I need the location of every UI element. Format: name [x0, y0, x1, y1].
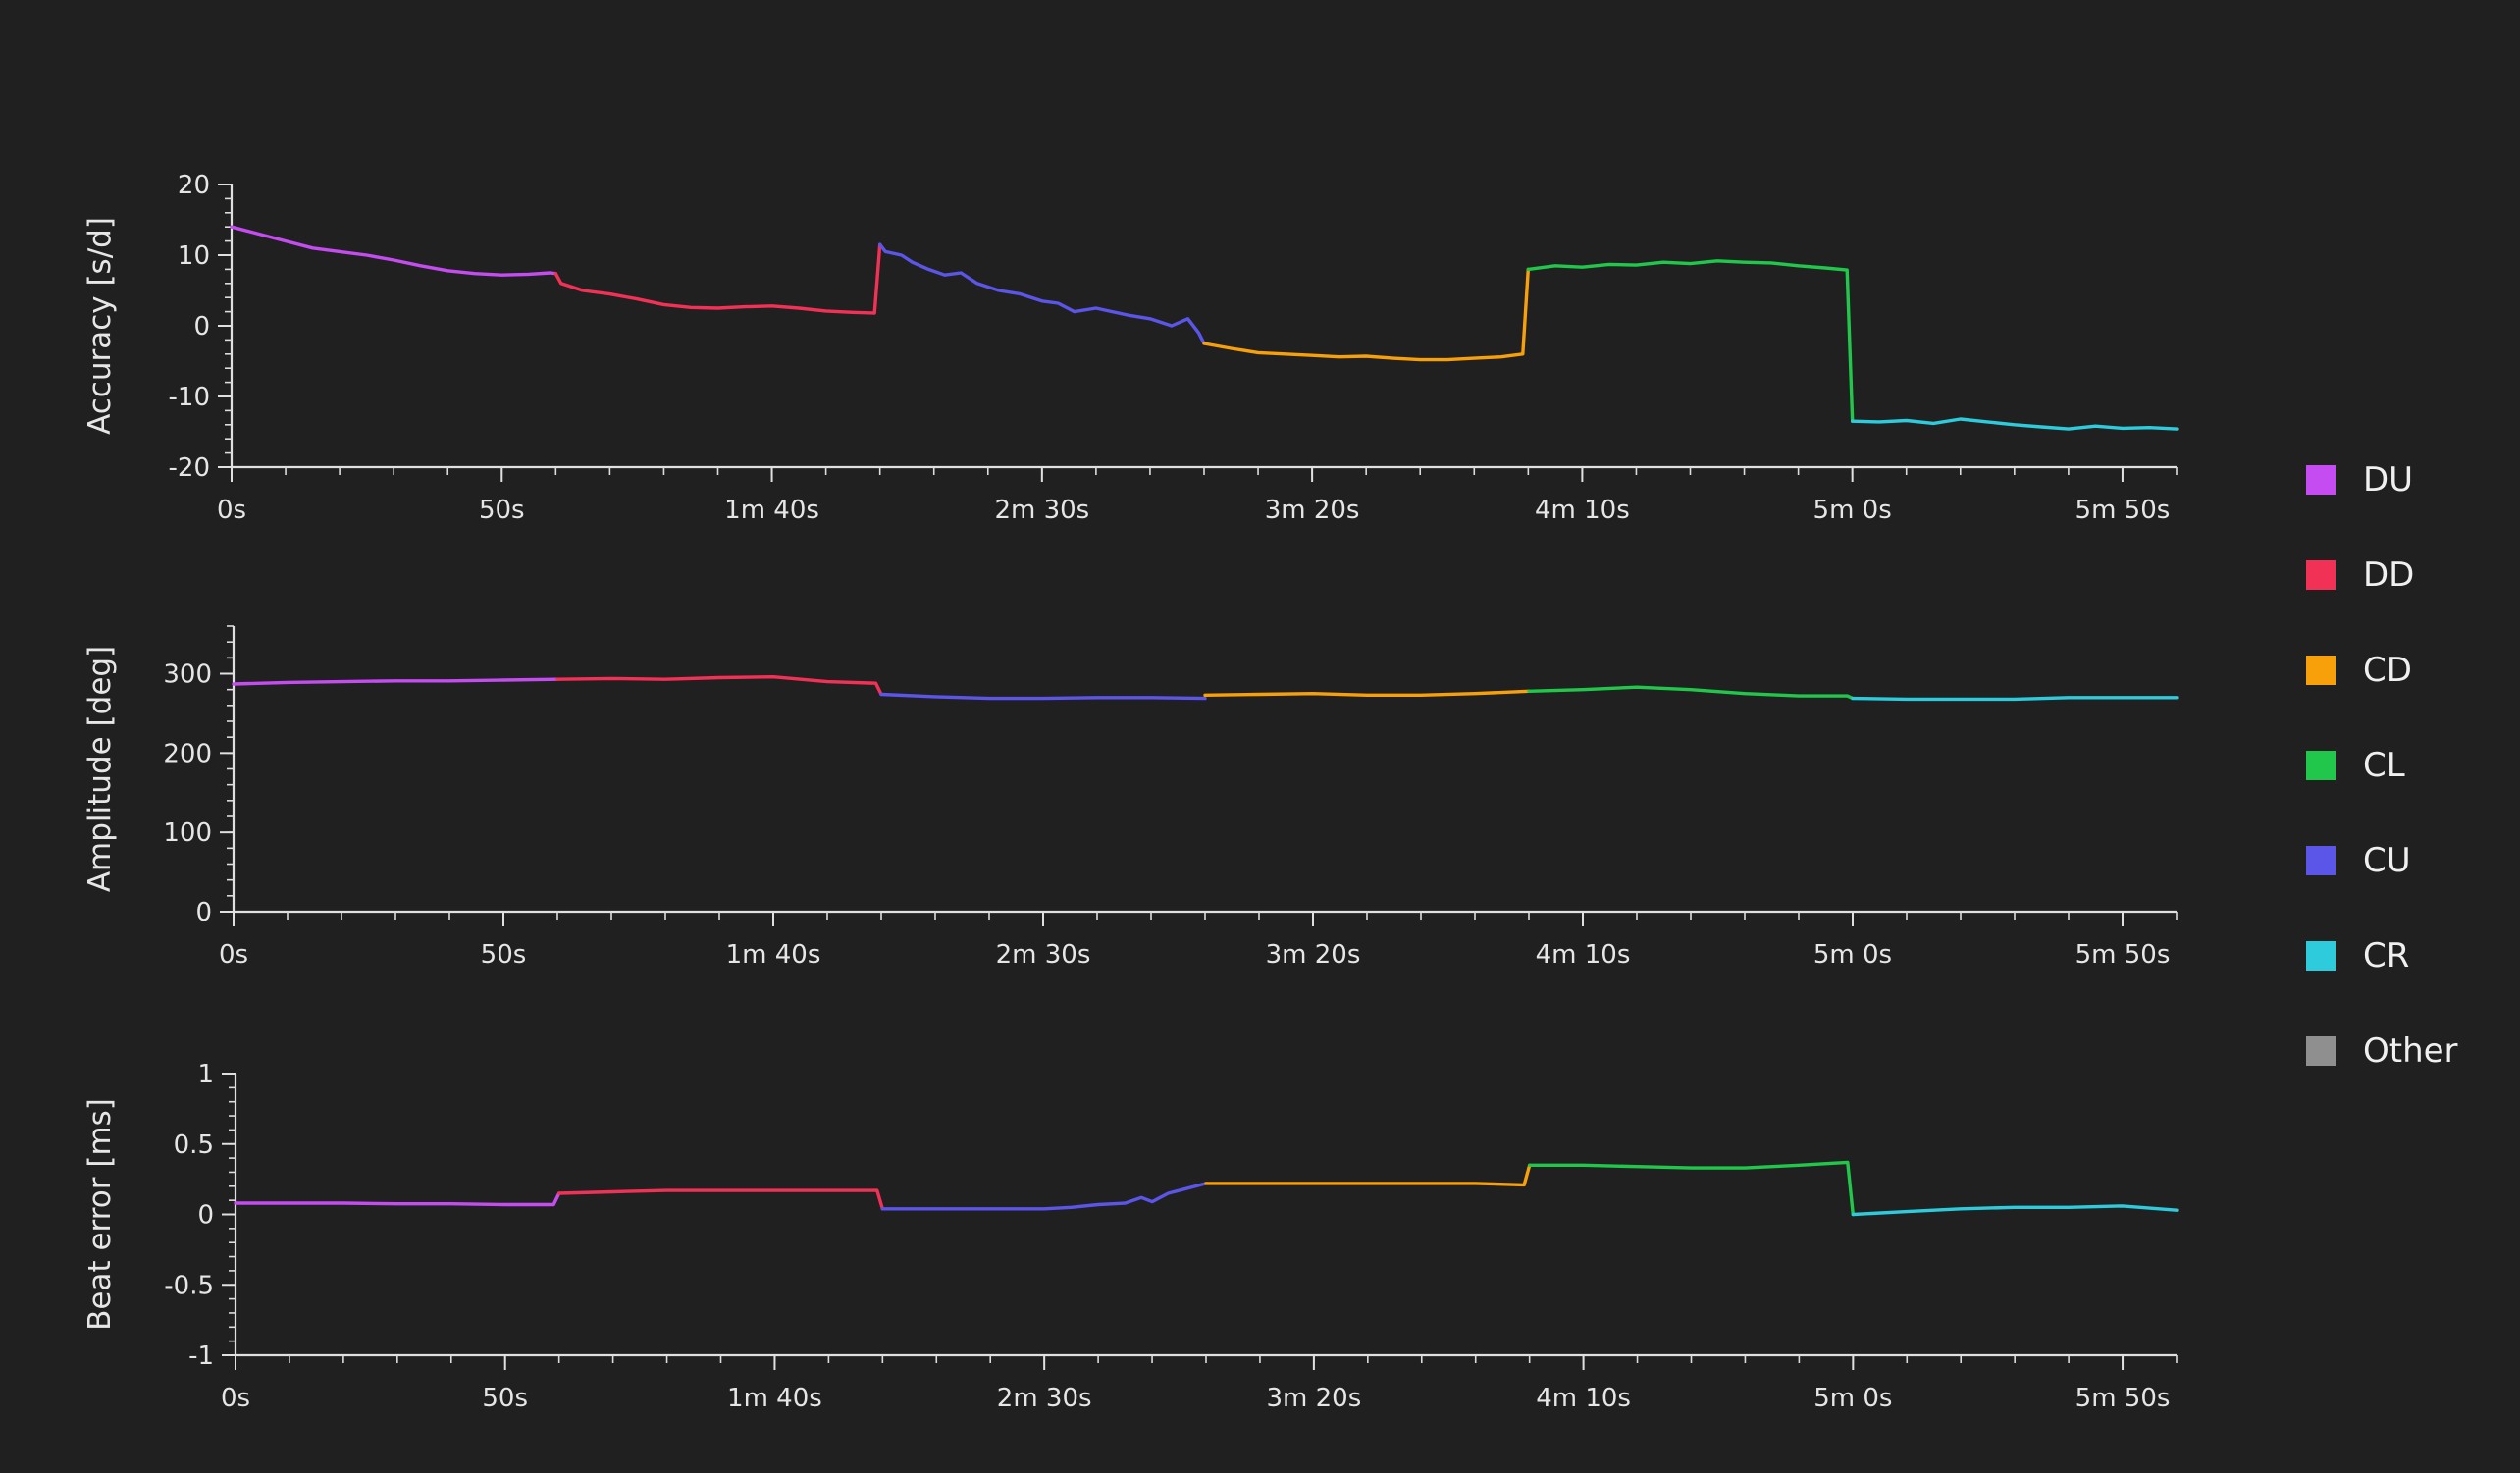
y-tick-label: 20 — [178, 171, 210, 200]
series-line-cd — [1203, 689, 1531, 697]
x-tick-label: 5m 0s — [1813, 940, 1892, 970]
x-tick-label: 1m 40s — [724, 496, 819, 525]
legend-swatch-cd — [2306, 656, 2336, 685]
legend-item-du[interactable]: DU — [2306, 461, 2502, 556]
y-tick-label: 200 — [163, 739, 212, 768]
legend-item-other[interactable]: Other — [2306, 1032, 2502, 1128]
series-line-du — [230, 225, 557, 277]
y-axis-label: Beat error [ms] — [82, 1098, 118, 1331]
legend-item-cr[interactable]: CR — [2306, 937, 2502, 1032]
y-tick-label: 300 — [163, 660, 212, 690]
y-tick-label: 0.5 — [174, 1131, 214, 1160]
x-tick-label: 2m 30s — [997, 1384, 1092, 1413]
y-tick-label: -10 — [169, 383, 210, 412]
x-tick-label: 5m 0s — [1813, 1384, 1892, 1413]
series-line-du — [234, 1191, 561, 1207]
chart-panel-2: 300 200 100 00s 50s 1m 40s 2m 30s 3m 20s 4m 10s 5… — [82, 625, 2179, 970]
legend-swatch-du — [2306, 465, 2336, 495]
legend-label-cd: CD — [2363, 651, 2412, 690]
series-line-cr — [1851, 696, 2179, 702]
series-line-dd — [557, 1188, 884, 1211]
series-line-cd — [1202, 267, 1531, 362]
series-line-cr — [1851, 1204, 2179, 1217]
x-tick-label: 0s — [217, 496, 246, 525]
x-tick-label: 1m 40s — [727, 1384, 822, 1413]
x-tick-label: 0s — [219, 940, 248, 970]
x-tick-label: 3m 20s — [1267, 1384, 1362, 1413]
x-tick-label: 4m 10s — [1536, 940, 1631, 970]
x-tick-label: 50s — [479, 496, 525, 525]
legend-label-du: DU — [2363, 460, 2414, 500]
legend-item-cl[interactable]: CL — [2306, 747, 2502, 842]
x-tick-label: 5m 50s — [2075, 940, 2171, 970]
y-tick-label: -0.5 — [164, 1271, 214, 1300]
series-line-cu — [879, 692, 1207, 701]
legend: DU DD CD CL CU CR Other — [2306, 461, 2502, 1128]
series-line-cu — [880, 1182, 1208, 1211]
x-tick-label: 1m 40s — [726, 940, 821, 970]
series-line-cd — [1204, 1163, 1532, 1187]
series-line-cl — [1527, 1160, 1856, 1217]
y-axis-label: Amplitude [deg] — [82, 646, 118, 892]
x-tick-label: 3m 20s — [1266, 940, 1361, 970]
y-tick-label: 100 — [163, 818, 212, 848]
x-tick-label: 50s — [482, 1384, 528, 1413]
series-line-cu — [878, 242, 1206, 345]
y-tick-label: 0 — [197, 1201, 214, 1231]
legend-item-dd[interactable]: DD — [2306, 556, 2502, 652]
x-tick-label: 5m 50s — [2075, 1384, 2171, 1413]
chart-panel-3: 1 0.5 0 -0.5 -10s 50s 1m 40s 2m 30s 3m 20s 4m 10s… — [82, 1060, 2179, 1413]
y-tick-label: 1 — [197, 1060, 214, 1089]
y-tick-label: 0 — [193, 312, 210, 342]
x-tick-label: 4m 10s — [1535, 496, 1630, 525]
x-tick-label: 2m 30s — [996, 940, 1091, 970]
legend-label-cr: CR — [2363, 936, 2410, 975]
legend-label-cl: CL — [2363, 746, 2405, 785]
legend-item-cu[interactable]: CU — [2306, 842, 2502, 937]
y-axis-label: Accuracy [s/d] — [82, 217, 118, 435]
x-tick-label: 5m 50s — [2075, 496, 2171, 525]
x-tick-label: 3m 20s — [1265, 496, 1360, 525]
series-line-du — [232, 677, 559, 686]
x-tick-label: 5m 0s — [1813, 496, 1892, 525]
x-tick-label: 0s — [221, 1384, 250, 1413]
legend-label-other: Other — [2363, 1031, 2458, 1071]
series-line-cl — [1526, 259, 1855, 423]
series-line-dd — [555, 675, 883, 697]
y-tick-label: 0 — [195, 898, 212, 927]
legend-swatch-cu — [2306, 846, 2336, 875]
y-tick-label: -1 — [188, 1341, 214, 1371]
series-line-dd — [553, 242, 882, 315]
x-tick-label: 2m 30s — [994, 496, 1089, 525]
legend-label-dd: DD — [2363, 555, 2415, 595]
legend-swatch-cl — [2306, 751, 2336, 780]
legend-swatch-other — [2306, 1036, 2336, 1066]
x-tick-label: 50s — [481, 940, 527, 970]
series-line-cl — [1527, 685, 1855, 701]
legend-item-cd[interactable]: CD — [2306, 652, 2502, 747]
legend-label-cu: CU — [2363, 841, 2411, 880]
y-tick-label: 10 — [178, 241, 210, 271]
y-tick-label: -20 — [169, 453, 210, 483]
x-tick-label: 4m 10s — [1536, 1384, 1631, 1413]
legend-swatch-cr — [2306, 941, 2336, 971]
legend-swatch-dd — [2306, 560, 2336, 590]
series-line-cr — [1850, 417, 2179, 431]
